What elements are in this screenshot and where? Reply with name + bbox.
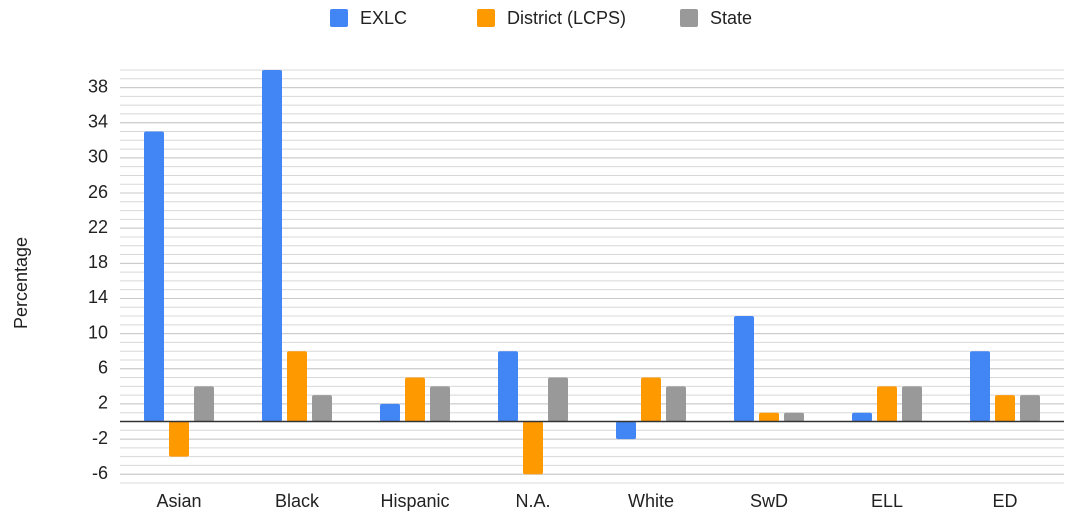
x-tick-label: White: [628, 491, 674, 511]
bar: [759, 412, 779, 422]
y-tick-label: 22: [88, 217, 108, 237]
x-tick-label: Black: [275, 491, 320, 511]
x-tick-label: Hispanic: [380, 491, 449, 511]
x-tick-label: SwD: [750, 491, 788, 511]
bar: [262, 70, 282, 422]
bar: [169, 421, 189, 457]
y-tick-label: 6: [98, 358, 108, 378]
bar: [995, 395, 1015, 422]
bar: [641, 377, 661, 422]
legend-swatch: [680, 9, 698, 27]
bar: [734, 316, 754, 422]
bar: [380, 403, 400, 422]
bar: [616, 421, 636, 440]
bar: [548, 377, 568, 422]
legend-label: EXLC: [360, 8, 407, 28]
y-tick-label: 10: [88, 322, 108, 342]
bar: [312, 395, 332, 422]
y-tick-label: 26: [88, 182, 108, 202]
x-tick-label: ED: [992, 491, 1017, 511]
y-tick-label: -6: [92, 463, 108, 483]
y-tick-label: -2: [92, 428, 108, 448]
bar: [784, 412, 804, 422]
y-tick-label: 38: [88, 76, 108, 96]
x-tick-label: Asian: [156, 491, 201, 511]
y-tick-label: 14: [88, 287, 108, 307]
y-tick-label: 2: [98, 393, 108, 413]
y-tick-label: 18: [88, 252, 108, 272]
y-axis-label: Percentage: [11, 237, 31, 329]
x-tick-label: N.A.: [515, 491, 550, 511]
bar: [523, 421, 543, 475]
bar: [144, 131, 164, 422]
bar: [666, 386, 686, 422]
y-tick-label: 30: [88, 147, 108, 167]
x-tick-label: ELL: [871, 491, 903, 511]
y-tick-label: 34: [88, 111, 108, 131]
legend-label: District (LCPS): [507, 8, 626, 28]
bar: [194, 386, 214, 422]
bar: [405, 377, 425, 422]
bar: [877, 386, 897, 422]
bar: [852, 412, 872, 422]
legend-swatch: [477, 9, 495, 27]
legend-label: State: [710, 8, 752, 28]
legend-swatch: [330, 9, 348, 27]
bar: [902, 386, 922, 422]
bar: [287, 351, 307, 422]
bar: [1020, 395, 1040, 422]
bar: [430, 386, 450, 422]
bar: [498, 351, 518, 422]
bar: [970, 351, 990, 422]
